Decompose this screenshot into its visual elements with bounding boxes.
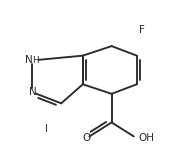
Text: N: N <box>25 55 32 65</box>
Text: F: F <box>139 25 145 35</box>
Text: H: H <box>33 56 39 65</box>
Text: I: I <box>45 124 48 134</box>
Text: OH: OH <box>139 133 155 143</box>
Text: N: N <box>28 87 36 97</box>
Text: O: O <box>82 133 91 143</box>
